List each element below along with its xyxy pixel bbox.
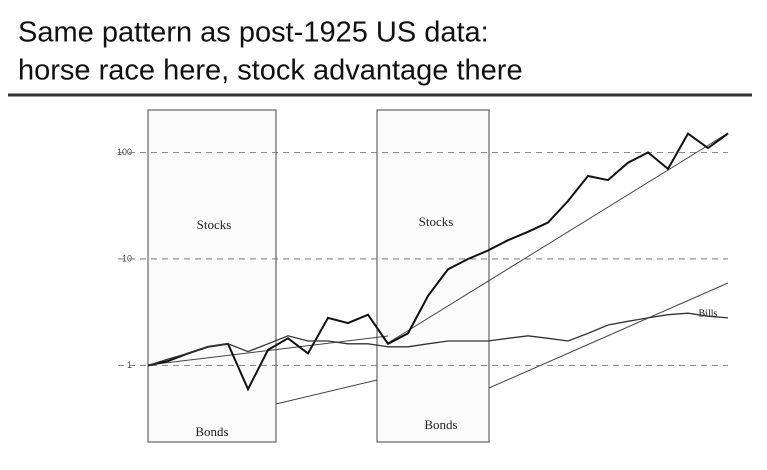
box-label: Bonds (424, 417, 457, 432)
series-line (147, 132, 729, 392)
title-line: Same pattern as post-1925 US data: (18, 17, 489, 49)
y-tick-label: 100 (117, 147, 132, 157)
period-box (376, 109, 490, 443)
y-tick-label: 10 (122, 253, 132, 263)
period-box (147, 109, 277, 443)
trend-line (275, 379, 378, 405)
trend-line (488, 282, 729, 389)
series-label: Bills (699, 309, 718, 320)
y-tick-label: 1 (127, 360, 132, 370)
box-label: Stocks (197, 217, 232, 232)
trend-line (387, 132, 729, 344)
box-label: Stocks (419, 214, 454, 229)
box-label: Bonds (195, 424, 228, 439)
series-line (147, 312, 729, 367)
title-line: horse race here, stock advantage there (18, 55, 523, 87)
